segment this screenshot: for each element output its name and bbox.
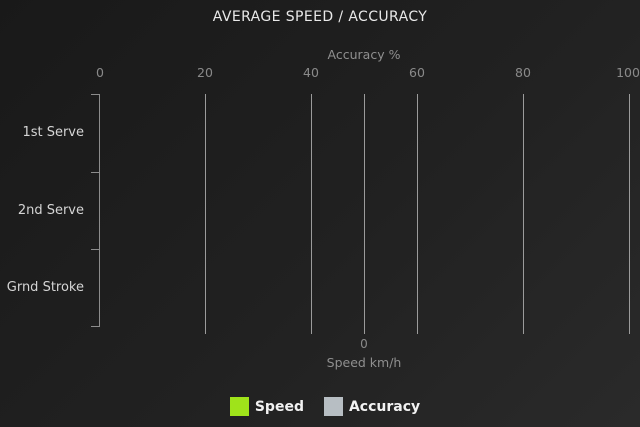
accuracy-tick-0: 0 bbox=[96, 65, 104, 80]
gridline-accuracy-20 bbox=[205, 94, 206, 334]
gridline-accuracy-80 bbox=[523, 94, 524, 334]
legend-item-accuracy[interactable]: Accuracy bbox=[323, 397, 421, 416]
category-axis-tick bbox=[91, 249, 100, 250]
accuracy-swatch-icon bbox=[323, 397, 343, 416]
gridline-speed-0 bbox=[364, 94, 365, 334]
accuracy-tick-20: 20 bbox=[197, 65, 213, 80]
accuracy-tick-40: 40 bbox=[303, 65, 319, 80]
accuracy-tick-80: 80 bbox=[515, 65, 531, 80]
accuracy-axis-label: Accuracy % bbox=[327, 47, 401, 62]
speed-axis-label: Speed km/h bbox=[326, 355, 402, 370]
accuracy-tick-100: 100 bbox=[616, 65, 640, 80]
category-axis-tick bbox=[91, 172, 100, 173]
speed-swatch-icon bbox=[229, 397, 249, 416]
speed-tick-0: 0 bbox=[360, 337, 368, 351]
category-axis-tick bbox=[91, 326, 100, 327]
accuracy-tick-60: 60 bbox=[409, 65, 425, 80]
gridline-accuracy-40 bbox=[311, 94, 312, 334]
category-axis-line bbox=[99, 94, 100, 327]
category-label-2nd-serve: 2nd Serve bbox=[17, 203, 84, 218]
chart-title: AVERAGE SPEED / ACCURACY bbox=[212, 9, 428, 25]
gridline-accuracy-100 bbox=[629, 94, 630, 334]
category-axis-tick bbox=[91, 94, 100, 95]
gridline-accuracy-60 bbox=[417, 94, 418, 334]
legend-label-speed: Speed bbox=[254, 398, 304, 415]
legend: Speed Accuracy bbox=[0, 397, 640, 416]
legend-label-accuracy: Accuracy bbox=[348, 398, 421, 415]
legend-item-speed[interactable]: Speed bbox=[229, 397, 304, 416]
category-label-1st-serve: 1st Serve bbox=[22, 125, 84, 140]
category-label-grnd-stroke: Grnd Stroke bbox=[6, 280, 84, 295]
